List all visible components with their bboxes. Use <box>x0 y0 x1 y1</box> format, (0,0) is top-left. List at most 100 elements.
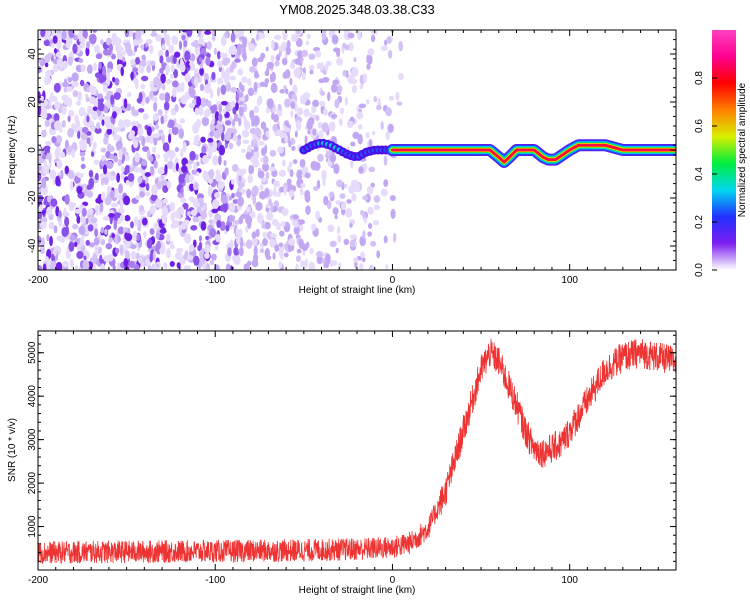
noise-blob <box>280 220 286 227</box>
noise-blob <box>167 119 175 129</box>
noise-blob <box>343 183 348 189</box>
noise-blob <box>105 37 113 46</box>
noise-blob <box>89 33 97 45</box>
noise-blob <box>79 79 85 87</box>
noise-blob <box>255 228 260 238</box>
noise-blob <box>92 252 98 264</box>
noise-blob <box>109 175 117 181</box>
noise-blob <box>208 219 214 224</box>
noise-blob <box>296 111 303 116</box>
noise-blob <box>180 94 188 105</box>
noise-blob <box>384 39 388 46</box>
x-tick-label: 100 <box>561 575 578 586</box>
noise-blob <box>168 44 175 54</box>
noise-blob <box>104 95 111 101</box>
noise-blob <box>67 85 73 93</box>
noise-blob <box>176 207 180 218</box>
noise-blob <box>347 120 354 127</box>
noise-blob <box>176 247 184 253</box>
noise-blob <box>238 246 244 257</box>
noise-blob <box>200 221 207 231</box>
noise-blob <box>130 250 137 260</box>
noise-blob <box>170 73 174 80</box>
noise-blob <box>248 43 256 52</box>
noise-blob <box>388 95 395 101</box>
noise-blob <box>50 198 58 207</box>
noise-blob <box>197 197 204 204</box>
noise-blob <box>359 263 364 270</box>
noise-blob <box>83 255 87 261</box>
noise-blob <box>78 225 86 235</box>
noise-blob <box>352 131 360 140</box>
noise-blob <box>283 127 291 133</box>
noise-blob <box>299 187 304 196</box>
noise-blob <box>373 95 378 103</box>
noise-blob <box>181 34 186 41</box>
noise-blob <box>194 107 200 116</box>
noise-blob <box>62 81 70 88</box>
noise-blob <box>265 207 270 213</box>
noise-blob <box>322 177 326 187</box>
noise-blob <box>232 199 239 204</box>
noise-blob <box>79 151 86 157</box>
noise-blob <box>220 194 228 204</box>
noise-blob <box>191 197 196 204</box>
noise-blob <box>137 127 144 136</box>
colorbar-tick-label: 0.8 <box>694 71 705 85</box>
noise-blob <box>349 158 354 169</box>
noise-blob <box>238 117 242 127</box>
noise-blob <box>281 159 286 167</box>
noise-blob <box>204 244 211 254</box>
noise-blob <box>215 233 221 243</box>
noise-blob <box>130 120 139 127</box>
noise-blob <box>288 189 295 198</box>
noise-blob <box>200 136 206 143</box>
noise-blob <box>69 234 76 241</box>
noise-blob <box>52 35 58 44</box>
y-tick-label: 4000 <box>27 385 38 408</box>
noise-blob <box>180 206 185 216</box>
noise-blob <box>77 91 83 102</box>
noise-blob <box>293 220 299 228</box>
noise-blob <box>331 113 338 119</box>
noise-blob <box>146 125 152 137</box>
noise-blob <box>216 50 221 60</box>
noise-blob <box>94 228 99 238</box>
noise-blob <box>298 238 304 249</box>
noise-blob <box>320 90 325 96</box>
colorbar-label: Normalized spectral amplitude <box>737 82 748 217</box>
noise-blob <box>349 222 353 228</box>
noise-blob <box>323 195 329 206</box>
noise-blob <box>285 45 291 56</box>
noise-blob <box>304 172 311 179</box>
noise-blob <box>138 65 145 74</box>
noise-blob <box>94 172 99 181</box>
noise-blob <box>121 153 126 163</box>
noise-blob <box>332 79 340 86</box>
noise-blob <box>234 58 241 63</box>
noise-blob <box>46 262 50 270</box>
noise-blob <box>138 108 145 113</box>
noise-blob <box>72 202 77 208</box>
noise-blob <box>216 86 221 97</box>
noise-blob <box>214 192 221 199</box>
noise-blob <box>149 90 154 99</box>
noise-blob <box>299 158 306 168</box>
snr-xlabel: Height of straight line (km) <box>299 585 416 596</box>
noise-blob <box>326 61 332 67</box>
noise-blob <box>224 167 229 176</box>
noise-blob <box>210 118 215 125</box>
noise-blob <box>367 206 373 214</box>
noise-blob <box>130 71 134 81</box>
noise-blob <box>220 84 227 96</box>
noise-blob <box>140 84 146 90</box>
noise-blob <box>362 230 366 239</box>
noise-blob <box>358 166 364 174</box>
noise-blob <box>156 240 161 250</box>
y-tick-label: 20 <box>27 96 38 108</box>
noise-blob <box>150 194 158 202</box>
spectrogram-ylabel: Frequency (Hz) <box>7 116 18 185</box>
noise-blob <box>127 172 135 182</box>
noise-blob <box>278 260 283 269</box>
noise-blob <box>283 252 289 258</box>
